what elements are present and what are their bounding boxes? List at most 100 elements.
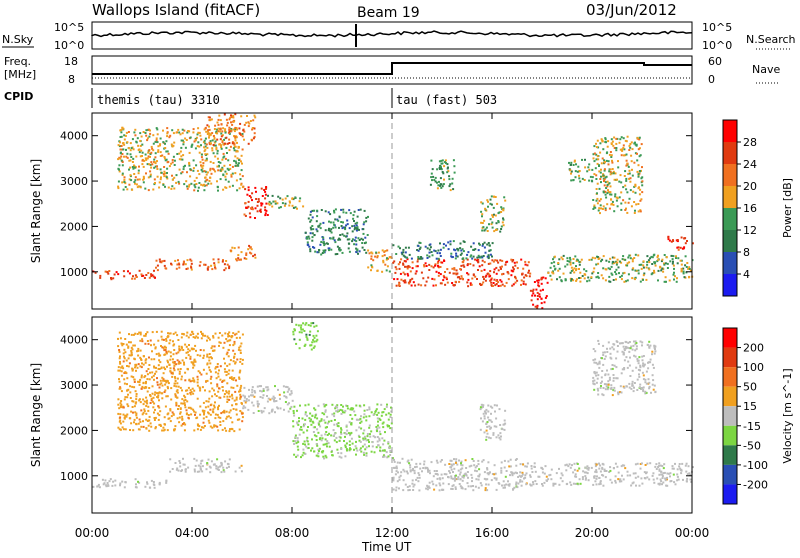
data-cell (176, 467, 179, 470)
data-cell (205, 143, 208, 146)
data-band-16 (429, 159, 456, 192)
data-cell (368, 441, 370, 443)
data-cell (317, 448, 320, 451)
data-cell (346, 405, 349, 407)
data-cell (187, 368, 189, 371)
data-cell (203, 128, 206, 131)
data-cell (163, 166, 166, 168)
data-cell (524, 283, 527, 286)
data-cell (158, 368, 161, 370)
data-cell (477, 261, 480, 264)
data-cell (217, 118, 220, 121)
data-cell (186, 267, 189, 270)
data-cell (479, 256, 482, 259)
data-cell (216, 149, 219, 152)
data-cell (576, 463, 579, 465)
data-cell (170, 187, 173, 190)
data-cell (253, 114, 256, 117)
data-cell (647, 378, 650, 381)
data-cell (176, 334, 179, 337)
data-cell (320, 253, 323, 256)
data-cell (508, 465, 511, 468)
data-cell (174, 259, 177, 262)
data-cell (217, 372, 220, 375)
data-cell (472, 264, 475, 267)
data-cell (402, 279, 405, 282)
data-cell (245, 257, 248, 260)
data-cell (122, 413, 125, 416)
data-cell (192, 408, 195, 411)
data-cell (330, 434, 333, 437)
data-cell (330, 231, 333, 234)
data-cell (156, 128, 159, 131)
data-cell (634, 141, 636, 144)
data-cell (173, 176, 176, 179)
data-cell (197, 424, 200, 427)
data-cell (207, 405, 210, 408)
data-cell (314, 408, 317, 411)
data-cell (173, 343, 176, 346)
data-cell (426, 254, 429, 257)
data-cell (146, 402, 149, 405)
data-cell (165, 158, 168, 161)
data-cell (493, 230, 496, 233)
data-cell (346, 219, 349, 222)
data-band-0 (92, 478, 168, 489)
data-cell (333, 209, 335, 212)
data-cell (208, 132, 211, 135)
data-cell (181, 132, 184, 135)
data-cell (138, 151, 141, 154)
data-band-7 (292, 322, 319, 351)
data-cell (477, 254, 480, 257)
data-cell (472, 242, 475, 245)
data-cell (315, 324, 318, 327)
data-cell (372, 435, 375, 438)
data-cell (299, 197, 302, 200)
data-cell (655, 468, 658, 470)
data-cell (497, 221, 500, 224)
data-cell (517, 476, 520, 478)
data-cell (306, 436, 309, 439)
data-cell (615, 149, 618, 152)
data-cell (521, 471, 524, 474)
data-cell (574, 176, 577, 179)
data-cell (432, 266, 435, 269)
data-cell (225, 186, 228, 189)
data-cell (153, 486, 156, 489)
data-cell (338, 215, 341, 218)
data-cell (471, 458, 474, 460)
data-cell (396, 278, 399, 281)
data-cell (633, 185, 636, 188)
data-cell (489, 274, 492, 277)
data-cell (545, 479, 548, 482)
data-cell (228, 465, 230, 468)
data-cell (335, 410, 338, 413)
data-cell (147, 128, 150, 131)
data-cell (146, 137, 149, 140)
data-cell (433, 470, 436, 472)
data-cell (150, 151, 153, 154)
data-cell (239, 410, 242, 412)
data-cell (483, 471, 486, 474)
data-cell (201, 426, 203, 429)
data-cell (430, 176, 433, 179)
data-cell (252, 119, 255, 122)
data-cell (165, 267, 168, 270)
data-cell (213, 425, 216, 428)
data-cell (252, 404, 255, 407)
data-cell (126, 156, 129, 159)
data-cell (610, 193, 613, 196)
y-tick-label: 4000 (60, 334, 88, 347)
data-cell (205, 415, 208, 418)
data-cell (447, 241, 450, 244)
data-cell (652, 388, 655, 391)
data-cell (238, 371, 241, 374)
data-cell (177, 368, 180, 371)
data-cell (177, 351, 180, 354)
data-cell (249, 120, 252, 122)
data-cell (671, 258, 674, 261)
data-cell (193, 380, 196, 383)
data-cell (130, 410, 133, 413)
data-cell (631, 258, 634, 261)
data-cell (436, 181, 438, 184)
